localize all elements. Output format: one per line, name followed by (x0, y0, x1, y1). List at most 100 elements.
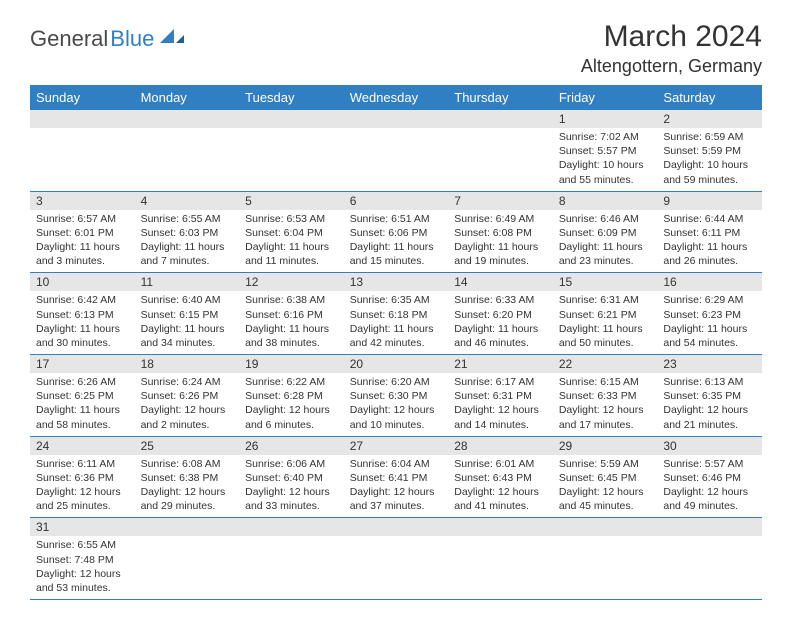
day-number: 1 (553, 110, 658, 128)
calendar-cell: 27Sunrise: 6:04 AMSunset: 6:41 PMDayligh… (344, 436, 449, 518)
calendar-cell: 14Sunrise: 6:33 AMSunset: 6:20 PMDayligh… (448, 273, 553, 355)
calendar-week-row: 24Sunrise: 6:11 AMSunset: 6:36 PMDayligh… (30, 436, 762, 518)
day-number: 8 (553, 192, 658, 210)
day-detail: Sunrise: 7:02 AMSunset: 5:57 PMDaylight:… (553, 128, 658, 191)
calendar-cell: 24Sunrise: 6:11 AMSunset: 6:36 PMDayligh… (30, 436, 135, 518)
day-number-empty (239, 110, 344, 128)
month-title: March 2024 (581, 20, 762, 54)
dayhead-mon: Monday (135, 85, 240, 110)
day-number: 24 (30, 437, 135, 455)
calendar-cell (239, 518, 344, 600)
day-number-empty (448, 518, 553, 536)
calendar-cell: 9Sunrise: 6:44 AMSunset: 6:11 PMDaylight… (657, 191, 762, 273)
day-number: 25 (135, 437, 240, 455)
day-detail: Sunrise: 6:33 AMSunset: 6:20 PMDaylight:… (448, 291, 553, 354)
day-detail: Sunrise: 6:53 AMSunset: 6:04 PMDaylight:… (239, 210, 344, 273)
calendar-cell (30, 110, 135, 191)
day-detail: Sunrise: 6:04 AMSunset: 6:41 PMDaylight:… (344, 455, 449, 518)
header: GeneralBlue March 2024 Altengottern, Ger… (30, 20, 762, 77)
calendar-cell: 15Sunrise: 6:31 AMSunset: 6:21 PMDayligh… (553, 273, 658, 355)
day-detail: Sunrise: 6:55 AMSunset: 7:48 PMDaylight:… (30, 536, 135, 599)
calendar-cell: 7Sunrise: 6:49 AMSunset: 6:08 PMDaylight… (448, 191, 553, 273)
calendar-cell: 23Sunrise: 6:13 AMSunset: 6:35 PMDayligh… (657, 355, 762, 437)
calendar-cell: 12Sunrise: 6:38 AMSunset: 6:16 PMDayligh… (239, 273, 344, 355)
day-detail: Sunrise: 5:59 AMSunset: 6:45 PMDaylight:… (553, 455, 658, 518)
day-number: 5 (239, 192, 344, 210)
calendar-cell: 8Sunrise: 6:46 AMSunset: 6:09 PMDaylight… (553, 191, 658, 273)
day-detail: Sunrise: 6:31 AMSunset: 6:21 PMDaylight:… (553, 291, 658, 354)
calendar-cell: 25Sunrise: 6:08 AMSunset: 6:38 PMDayligh… (135, 436, 240, 518)
day-number: 4 (135, 192, 240, 210)
calendar-cell: 18Sunrise: 6:24 AMSunset: 6:26 PMDayligh… (135, 355, 240, 437)
day-number: 15 (553, 273, 658, 291)
day-number: 21 (448, 355, 553, 373)
day-number-empty (135, 110, 240, 128)
day-number: 7 (448, 192, 553, 210)
day-detail: Sunrise: 6:51 AMSunset: 6:06 PMDaylight:… (344, 210, 449, 273)
calendar-cell: 20Sunrise: 6:20 AMSunset: 6:30 PMDayligh… (344, 355, 449, 437)
dayhead-sun: Sunday (30, 85, 135, 110)
day-number: 29 (553, 437, 658, 455)
day-detail: Sunrise: 5:57 AMSunset: 6:46 PMDaylight:… (657, 455, 762, 518)
day-number-empty (135, 518, 240, 536)
day-detail: Sunrise: 6:59 AMSunset: 5:59 PMDaylight:… (657, 128, 762, 191)
day-detail: Sunrise: 6:13 AMSunset: 6:35 PMDaylight:… (657, 373, 762, 436)
calendar-cell: 26Sunrise: 6:06 AMSunset: 6:40 PMDayligh… (239, 436, 344, 518)
day-number: 13 (344, 273, 449, 291)
calendar-cell (239, 110, 344, 191)
day-number: 28 (448, 437, 553, 455)
day-number: 11 (135, 273, 240, 291)
logo-text-blue: Blue (110, 26, 154, 52)
dayhead-fri: Friday (553, 85, 658, 110)
day-number: 23 (657, 355, 762, 373)
calendar-cell (344, 518, 449, 600)
day-detail: Sunrise: 6:15 AMSunset: 6:33 PMDaylight:… (553, 373, 658, 436)
calendar-cell: 19Sunrise: 6:22 AMSunset: 6:28 PMDayligh… (239, 355, 344, 437)
calendar-week-row: 1Sunrise: 7:02 AMSunset: 5:57 PMDaylight… (30, 110, 762, 191)
calendar-cell: 2Sunrise: 6:59 AMSunset: 5:59 PMDaylight… (657, 110, 762, 191)
day-number-empty (30, 110, 135, 128)
day-detail: Sunrise: 6:17 AMSunset: 6:31 PMDaylight:… (448, 373, 553, 436)
day-detail: Sunrise: 6:38 AMSunset: 6:16 PMDaylight:… (239, 291, 344, 354)
calendar-cell: 6Sunrise: 6:51 AMSunset: 6:06 PMDaylight… (344, 191, 449, 273)
calendar-cell: 30Sunrise: 5:57 AMSunset: 6:46 PMDayligh… (657, 436, 762, 518)
day-detail: Sunrise: 6:24 AMSunset: 6:26 PMDaylight:… (135, 373, 240, 436)
calendar-cell (553, 518, 658, 600)
day-detail: Sunrise: 6:35 AMSunset: 6:18 PMDaylight:… (344, 291, 449, 354)
day-number: 27 (344, 437, 449, 455)
day-number-empty (344, 110, 449, 128)
day-number: 6 (344, 192, 449, 210)
day-detail: Sunrise: 6:08 AMSunset: 6:38 PMDaylight:… (135, 455, 240, 518)
day-detail: Sunrise: 6:42 AMSunset: 6:13 PMDaylight:… (30, 291, 135, 354)
day-detail: Sunrise: 6:29 AMSunset: 6:23 PMDaylight:… (657, 291, 762, 354)
calendar-week-row: 3Sunrise: 6:57 AMSunset: 6:01 PMDaylight… (30, 191, 762, 273)
day-number-empty (344, 518, 449, 536)
calendar-cell (135, 110, 240, 191)
calendar-header-row: Sunday Monday Tuesday Wednesday Thursday… (30, 85, 762, 110)
day-detail: Sunrise: 6:55 AMSunset: 6:03 PMDaylight:… (135, 210, 240, 273)
calendar-cell: 17Sunrise: 6:26 AMSunset: 6:25 PMDayligh… (30, 355, 135, 437)
calendar-week-row: 10Sunrise: 6:42 AMSunset: 6:13 PMDayligh… (30, 273, 762, 355)
calendar-cell: 4Sunrise: 6:55 AMSunset: 6:03 PMDaylight… (135, 191, 240, 273)
calendar-cell (448, 518, 553, 600)
day-number: 20 (344, 355, 449, 373)
day-detail: Sunrise: 6:01 AMSunset: 6:43 PMDaylight:… (448, 455, 553, 518)
day-detail: Sunrise: 6:06 AMSunset: 6:40 PMDaylight:… (239, 455, 344, 518)
day-detail: Sunrise: 6:22 AMSunset: 6:28 PMDaylight:… (239, 373, 344, 436)
calendar-week-row: 17Sunrise: 6:26 AMSunset: 6:25 PMDayligh… (30, 355, 762, 437)
day-number: 19 (239, 355, 344, 373)
day-number: 30 (657, 437, 762, 455)
day-number: 12 (239, 273, 344, 291)
calendar-week-row: 31Sunrise: 6:55 AMSunset: 7:48 PMDayligh… (30, 518, 762, 600)
title-block: March 2024 Altengottern, Germany (581, 20, 762, 77)
day-number: 18 (135, 355, 240, 373)
day-detail: Sunrise: 6:40 AMSunset: 6:15 PMDaylight:… (135, 291, 240, 354)
calendar-cell: 1Sunrise: 7:02 AMSunset: 5:57 PMDaylight… (553, 110, 658, 191)
day-number-empty (553, 518, 658, 536)
day-detail: Sunrise: 6:44 AMSunset: 6:11 PMDaylight:… (657, 210, 762, 273)
day-number: 31 (30, 518, 135, 536)
day-number: 22 (553, 355, 658, 373)
day-number: 3 (30, 192, 135, 210)
dayhead-sat: Saturday (657, 85, 762, 110)
day-number-empty (239, 518, 344, 536)
